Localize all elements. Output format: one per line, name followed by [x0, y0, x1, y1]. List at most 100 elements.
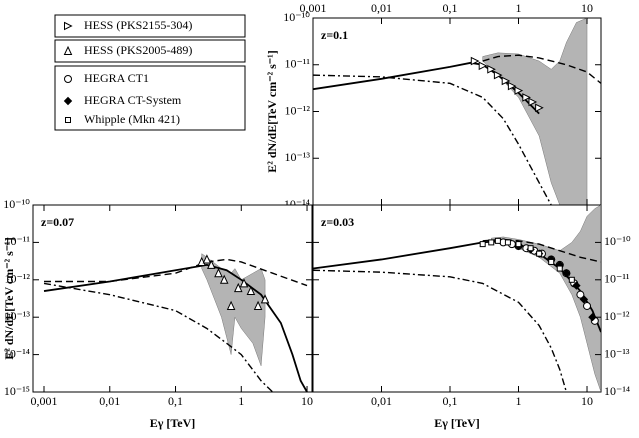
marker [64, 75, 72, 83]
legend-entry: HESS (PKS2155-304) [64, 18, 192, 32]
x-tick-label: 0,1 [168, 394, 183, 408]
legend-label: HEGRA CT-System [84, 93, 182, 107]
legend-label: HEGRA CT1 [84, 71, 149, 85]
model-line [313, 74, 552, 205]
y-tick-label: 10⁻¹⁰ [3, 197, 30, 211]
model-line [43, 263, 308, 392]
marker [514, 86, 524, 95]
marker [579, 295, 589, 304]
marker [202, 254, 212, 264]
marker [253, 300, 263, 310]
x-tick-label: 0,01 [99, 394, 120, 408]
marker [64, 21, 73, 31]
marker [588, 312, 597, 322]
legend-box [54, 39, 246, 63]
legend-label: HESS (PKS2155-304) [84, 18, 192, 32]
plot-area [43, 253, 308, 392]
marker [246, 285, 256, 296]
x-tick-label: 1 [516, 394, 522, 408]
legend-box [54, 65, 246, 131]
marker [535, 103, 544, 113]
legend-box [54, 14, 246, 38]
model-line [313, 269, 568, 392]
marker [572, 281, 581, 290]
x-tick-label: 0,001 [300, 1, 327, 15]
marker [226, 300, 236, 310]
panel-annotation: z=0.1 [321, 28, 348, 42]
marker [515, 241, 522, 248]
y-tick-label: 10⁻¹¹ [604, 272, 630, 286]
x-axis-label: Eγ [TeV] [434, 416, 480, 430]
legend-label: Whipple (Mkn 421) [84, 112, 180, 126]
panel-annotation: z=0.03 [321, 215, 354, 229]
y-tick-label: 10⁻¹² [284, 103, 310, 117]
y-tick-label: 10⁻¹¹ [4, 234, 30, 248]
x-tick-label: 10 [301, 394, 313, 408]
marker [493, 70, 503, 80]
uncertainty-band [482, 18, 588, 205]
marker [63, 96, 73, 106]
marker [576, 290, 585, 299]
y-tick-label: 10⁻¹⁴ [604, 384, 630, 398]
x-axis-label: Eγ [TeV] [150, 416, 196, 430]
x-tick-label: 0,1 [443, 1, 458, 15]
x-tick-label: 1 [238, 394, 244, 408]
marker [470, 56, 480, 66]
marker [239, 278, 249, 288]
x-tick-label: 0,1 [443, 394, 458, 408]
model-line [482, 54, 601, 84]
legend-label: HESS (PKS2005-489) [84, 43, 192, 57]
marker [522, 93, 531, 102]
marker [556, 265, 563, 272]
marker [528, 97, 538, 107]
x-tick-label: 1 [516, 1, 522, 15]
marker [214, 268, 223, 278]
marker [207, 259, 216, 269]
plot-frame [32, 204, 313, 393]
y-axis-label: E² dN/dE[TeV cm⁻² s⁻¹] [265, 50, 279, 172]
y-tick-label: 10⁻¹⁵ [4, 384, 30, 398]
marker [527, 245, 534, 252]
marker [562, 269, 571, 278]
legend-entry: HEGRA CT-System [63, 93, 182, 107]
y-tick-label: 10⁻¹⁰ [604, 234, 631, 248]
marker [494, 237, 501, 244]
panel-annotation: z=0.07 [41, 215, 74, 229]
marker [487, 64, 496, 74]
y-tick-label: 10⁻¹⁴ [4, 346, 30, 360]
y-tick-label: 10⁻¹² [604, 309, 630, 323]
y-axis-label: E² dN/dE[TeV cm⁻² s⁻¹] [2, 237, 16, 359]
marker [501, 76, 511, 86]
marker [504, 239, 511, 246]
x-tick-label: 0,001 [31, 394, 58, 408]
x-tick-label: 0,01 [371, 394, 392, 408]
x-tick-label: 10 [581, 394, 593, 408]
marker [507, 81, 517, 91]
legend-entry: HESS (PKS2005-489) [63, 43, 192, 57]
marker [233, 282, 243, 293]
model-line [43, 282, 274, 392]
plot-area [313, 205, 601, 392]
y-tick-label: 10⁻¹³ [4, 309, 30, 323]
plot-area [313, 18, 601, 205]
marker [65, 117, 71, 123]
marker [488, 239, 495, 246]
x-tick-label: 0,01 [371, 1, 392, 15]
marker [479, 241, 486, 248]
legend-entry: HEGRA CT1 [64, 71, 149, 85]
marker [63, 45, 73, 55]
marker [583, 301, 592, 310]
marker [260, 294, 270, 304]
y-tick-label: 10⁻¹⁰ [283, 10, 310, 24]
y-tick-label: 10⁻¹² [4, 272, 30, 286]
marker [536, 250, 543, 257]
y-tick-label: 10⁻¹³ [604, 346, 630, 360]
model-line [482, 238, 601, 263]
legend-entry: Whipple (Mkn 421) [65, 112, 180, 126]
marker [219, 274, 229, 284]
y-tick-label: 10⁻¹³ [284, 150, 310, 164]
marker [548, 258, 555, 265]
y-tick-label: 10⁻¹¹ [284, 57, 310, 71]
marker [568, 276, 575, 283]
